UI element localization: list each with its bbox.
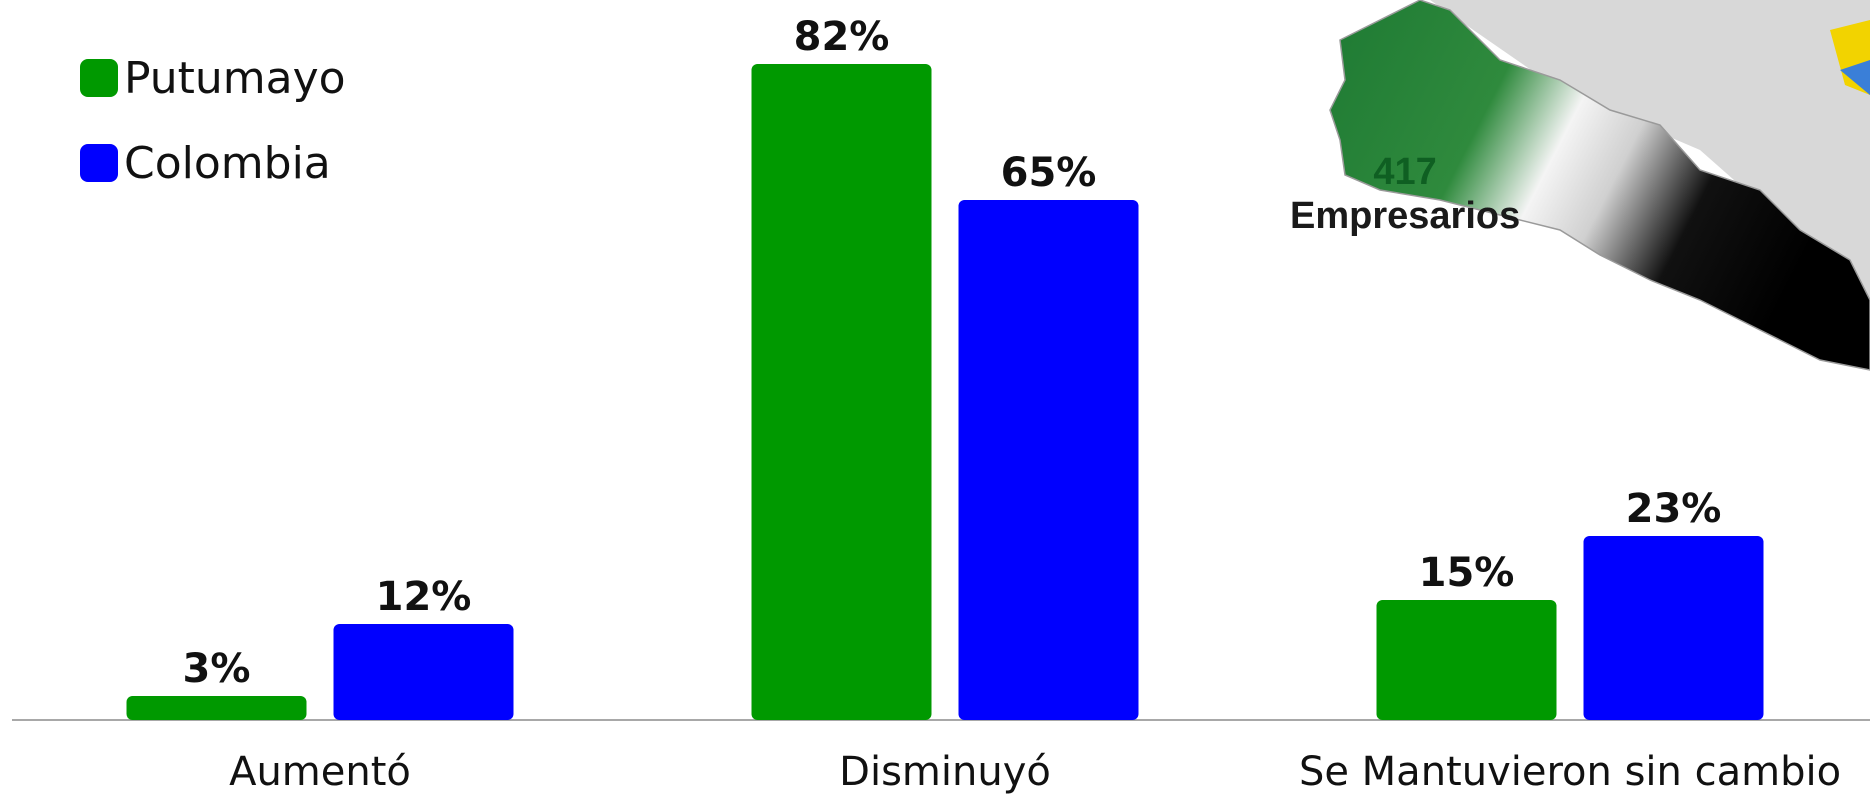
legend-label-colombia: Colombia <box>124 137 331 189</box>
map-illustration <box>1329 0 1870 371</box>
map-corner-accent-blue <box>1840 60 1870 95</box>
data-label-colombia-se-mantuvieron-sin-cambio: 23% <box>1626 486 1722 532</box>
legend-swatch-colombia <box>80 144 118 182</box>
bar-putumayo-se-mantuvieron-sin-cambio <box>1376 600 1557 720</box>
bar-colombia-se-mantuvieron-sin-cambio <box>1583 536 1764 720</box>
bar-putumayo-disminuyo <box>751 64 932 720</box>
data-label-putumayo-aumento: 3% <box>183 646 251 692</box>
data-label-colombia-aumento: 12% <box>376 574 472 620</box>
bar-putumayo-aumento <box>126 696 307 720</box>
map-label: Empresarios <box>1290 195 1521 237</box>
legend: Putumayo Colombia <box>80 53 346 228</box>
category-label-disminuyo: Disminuyó <box>839 749 1051 794</box>
labels-group: 3% 12% Aumentó 82% 65% Disminuyó 15% 23% Se Mant… <box>183 14 1842 795</box>
category-label-se-mantuvieron-sin-cambio: Se Mantuvieron sin cambio <box>1299 749 1841 794</box>
legend-label-putumayo: Putumayo <box>124 52 346 104</box>
legend-item-putumayo: Putumayo <box>80 53 346 104</box>
data-label-putumayo-se-mantuvieron-sin-cambio: 15% <box>1419 550 1515 596</box>
map-count: 417 <box>1373 151 1437 193</box>
map-annotation: 417 Empresarios <box>1290 150 1520 238</box>
bars-group <box>126 64 1764 720</box>
category-label-aumento: Aumentó <box>229 749 411 794</box>
data-label-putumayo-disminuyo: 82% <box>794 14 890 60</box>
bar-colombia-disminuyo <box>958 200 1139 720</box>
bar-colombia-aumento <box>333 624 514 720</box>
legend-item-colombia: Colombia <box>80 138 346 189</box>
legend-swatch-putumayo <box>80 59 118 97</box>
map-department-shape <box>1329 0 1870 371</box>
data-label-colombia-disminuyo: 65% <box>1001 150 1097 196</box>
